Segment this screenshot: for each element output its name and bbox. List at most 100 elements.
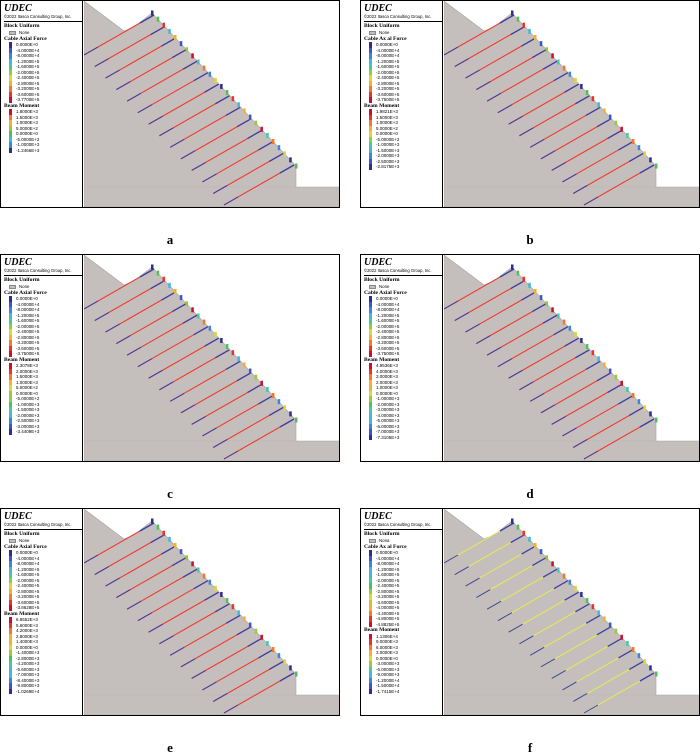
cable-head xyxy=(258,395,273,405)
beam-element xyxy=(511,264,514,270)
beam-element xyxy=(289,665,292,671)
color-swatch xyxy=(369,555,372,562)
cable-anchor xyxy=(191,129,263,171)
beam-element xyxy=(603,108,606,114)
cable-legend-row: -2.0000E+5 xyxy=(9,577,82,584)
beam-moment-title: Beam Moment xyxy=(4,356,40,363)
color-swatch xyxy=(9,374,12,380)
cable-anchor xyxy=(444,522,515,564)
color-swatch xyxy=(9,97,12,103)
color-swatch xyxy=(369,131,372,137)
cable-anchor xyxy=(148,591,219,633)
beam-legend-row: -2.5000E+3 xyxy=(9,418,82,424)
color-swatch xyxy=(369,666,372,673)
beam-legend-value: -5.0000E+2 xyxy=(376,136,400,142)
color-swatch xyxy=(369,599,372,606)
cable-axial-force-title: Cable Axial Force xyxy=(4,543,47,550)
color-swatch xyxy=(369,69,372,76)
beam-legend-row: -1.2000E+4 xyxy=(369,677,442,684)
color-swatch xyxy=(9,412,12,419)
beam-legend-value: -3.0000E+3 xyxy=(376,661,400,667)
beam-moment-title: Beam Moment xyxy=(364,627,400,634)
beam-element xyxy=(545,555,549,561)
cable-anchor xyxy=(169,614,241,656)
beam-legend-row: -5.0000E+2 xyxy=(369,136,442,143)
beam-legend-row: 2.3078E+3 xyxy=(9,363,82,369)
color-swatch xyxy=(9,301,12,308)
cable-axial-force-title: Cable Ax al Force xyxy=(364,35,407,42)
beam-element xyxy=(528,28,531,34)
cable-legend-value: 0.0000E+0 xyxy=(16,550,38,556)
cable-anchor xyxy=(105,545,176,587)
beam-legend-row: 5.0000E+2 xyxy=(9,385,82,391)
cable-legend-row: -3.8628E+5 xyxy=(9,605,82,611)
cable-tail xyxy=(562,427,577,437)
cable-legend-value: -8.0000E+4 xyxy=(16,561,40,567)
cable-head xyxy=(236,626,252,636)
cable-legend-row: 0.0000E+0 xyxy=(9,550,82,556)
cable-legend-value: -3.6000E+5 xyxy=(16,599,40,605)
cable-legend-row: -1.6000E+5 xyxy=(9,318,82,324)
beam-element xyxy=(516,16,520,22)
color-swatch xyxy=(9,131,12,137)
color-swatch xyxy=(369,340,372,346)
cable-head xyxy=(193,326,209,336)
cable-tail xyxy=(572,185,588,194)
panel-caption: c xyxy=(167,486,173,501)
color-swatch xyxy=(369,390,372,397)
color-swatch xyxy=(369,588,372,595)
color-swatch xyxy=(369,296,372,302)
color-swatch xyxy=(9,114,12,121)
beam-element xyxy=(580,83,583,89)
block-none-entry: None xyxy=(369,30,442,36)
cable-legend-row: -3.6000E+5 xyxy=(369,599,442,606)
cable-legend-value: -3.2000E+5 xyxy=(16,594,40,600)
cable-legend-row: -4.0000E+4 xyxy=(9,47,82,54)
cable-anchor xyxy=(202,141,273,183)
beam-element xyxy=(197,567,200,573)
cable-anchor xyxy=(562,395,633,437)
cable-legend-value: -2.8000E+5 xyxy=(376,588,400,594)
cable-head xyxy=(607,383,623,393)
cable-tail xyxy=(486,600,502,610)
beam-legend-value: -4.0000E+3 xyxy=(376,412,400,418)
cable-head xyxy=(225,106,241,116)
cable-head xyxy=(521,37,536,47)
cable-head xyxy=(542,568,558,578)
color-swatch xyxy=(369,683,372,689)
beam-legend-value: -1.2000E+4 xyxy=(376,677,400,683)
beam-legend-row: -1.0269E+4 xyxy=(9,688,82,695)
cable-legend-value: -8.0000E+4 xyxy=(16,307,40,313)
beam-legend-value: -2.0000E+3 xyxy=(376,401,400,407)
cable-tail xyxy=(540,150,556,160)
block-none-label: None xyxy=(19,284,30,290)
beam-element xyxy=(562,573,566,579)
cable-legend-value: -3.6000E+5 xyxy=(16,91,40,97)
color-swatch xyxy=(369,672,372,678)
cable-legend-row: -1.6000E+5 xyxy=(9,64,82,70)
cable-head xyxy=(564,83,579,93)
color-swatch xyxy=(9,666,12,673)
cable-tail xyxy=(191,161,206,171)
block-uniform-title: Block Uniform xyxy=(4,23,40,29)
beam-element xyxy=(545,47,549,53)
cable-tail xyxy=(465,323,480,333)
beam-element xyxy=(614,628,618,634)
beam-element xyxy=(208,71,212,77)
beam-legend-row: -2.5000E+3 xyxy=(369,158,442,165)
cable-anchor xyxy=(508,337,579,379)
cable-legend-row: -2.4000E+5 xyxy=(369,583,442,589)
cable-anchor xyxy=(126,568,198,610)
cable-anchor xyxy=(116,557,187,599)
color-swatch xyxy=(369,401,372,408)
panel-caption: e xyxy=(167,740,173,755)
cable-head xyxy=(258,649,273,659)
beam-element xyxy=(179,41,183,47)
cable-tail xyxy=(519,635,534,645)
cable-tail xyxy=(497,612,513,622)
cable-legend-value: -3.7700E+5 xyxy=(16,97,40,103)
cable-head xyxy=(161,37,176,47)
beam-element xyxy=(266,640,269,646)
cable-legend-row: -1.6000E+5 xyxy=(369,318,442,324)
beam-element xyxy=(603,362,606,368)
